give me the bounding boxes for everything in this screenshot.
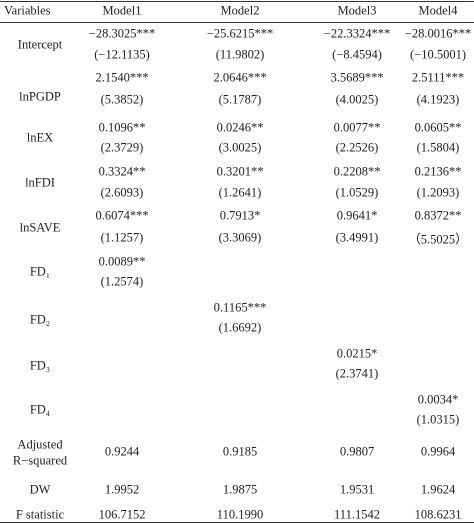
row-label: DW — [29, 482, 51, 497]
row-label: FD₄ — [29, 402, 51, 417]
coefficient: 0.0246** — [216, 120, 264, 135]
statistic: (3.4991) — [335, 230, 379, 245]
statistic: (−12.1135) — [94, 47, 150, 62]
header-cell: Model3 — [337, 3, 377, 18]
coefficient: 0.7913* — [219, 208, 261, 223]
coefficient: 0.0077** — [333, 120, 381, 135]
header-cell: Variables — [4, 3, 51, 18]
coefficient: 0.9244 — [104, 444, 140, 459]
header-cell: Model2 — [220, 3, 260, 18]
row-label: FD₁ — [29, 264, 51, 279]
coefficient: −22.3324*** — [323, 26, 391, 41]
statistic: (2.3729) — [100, 140, 144, 155]
statistic: (2.3741) — [335, 366, 379, 381]
statistic: (1.6692) — [218, 320, 262, 335]
coefficient: 0.0215* — [336, 346, 378, 361]
coefficient: 1.9875 — [222, 482, 258, 497]
top-rule — [0, 1, 474, 2]
row-label: F statistic — [15, 507, 65, 522]
coefficient: −28.3025*** — [88, 26, 156, 41]
statistic: (2.6093) — [100, 185, 144, 200]
statistic: (4.1923) — [416, 92, 460, 107]
statistic: (1.2093) — [416, 185, 460, 200]
statistic: (11.9802) — [215, 47, 265, 62]
coefficient: 0.6074*** — [95, 208, 149, 223]
coefficient: 110.1990 — [216, 507, 264, 522]
statistic: (4.0025) — [335, 92, 379, 107]
statistic: (1.1257) — [100, 230, 144, 245]
coefficient: 2.5111*** — [411, 70, 465, 85]
statistic: (3.0025) — [218, 140, 262, 155]
coefficient: 0.9185 — [222, 444, 258, 459]
coefficient: 108.6231 — [414, 507, 462, 522]
row-label: R−squared — [12, 453, 68, 468]
coefficient: 0.0034* — [417, 392, 459, 407]
statistic: (1.2641) — [218, 185, 262, 200]
coefficient: 0.9964 — [420, 444, 456, 459]
coefficient: 1.9624 — [420, 482, 456, 497]
coefficient: 0.0605** — [414, 120, 462, 135]
coefficient: 1.9531 — [339, 482, 375, 497]
coefficient: 111.1542 — [334, 507, 380, 522]
coefficient: 0.9807 — [339, 444, 375, 459]
row-label: FD₂ — [29, 312, 51, 327]
coefficient: 2.0646*** — [213, 70, 267, 85]
statistic: (5.1787) — [218, 92, 262, 107]
statistic: (1.2574) — [100, 274, 144, 289]
coefficient: 106.7152 — [98, 507, 146, 522]
row-label: Adjusted — [17, 437, 63, 452]
row-label: lnPGDP — [19, 89, 61, 104]
statistic: (−10.5001) — [410, 47, 466, 62]
coefficient: 0.2136** — [414, 164, 462, 179]
header-cell: Model4 — [418, 3, 458, 18]
statistic: （5.5025） — [408, 232, 468, 247]
statistic: (5.3852) — [100, 92, 144, 107]
statistic: (1.0315) — [416, 412, 460, 427]
statistic: (2.2526) — [335, 140, 379, 155]
coefficient: 1.9952 — [104, 482, 140, 497]
coefficient: 0.0089** — [98, 254, 146, 269]
row-label: lnSAVE — [19, 220, 61, 235]
row-label: lnFDI — [25, 175, 55, 190]
coefficient: 0.9641* — [336, 208, 378, 223]
coefficient: 3.5689*** — [330, 70, 384, 85]
coefficient: 0.1165*** — [213, 300, 267, 315]
coefficient: −25.6215*** — [206, 26, 274, 41]
coefficient: 0.3324** — [98, 164, 146, 179]
header-cell: Model1 — [102, 3, 142, 18]
coefficient: 0.1096** — [98, 120, 146, 135]
row-label: Intercept — [17, 37, 63, 52]
header-rule — [0, 22, 474, 23]
coefficient: 2.1540*** — [95, 70, 149, 85]
coefficient: 0.8372** — [414, 208, 462, 223]
coefficient: 0.2208** — [333, 164, 381, 179]
statistic: (3.3069) — [218, 230, 262, 245]
statistic: (1.5804) — [416, 140, 460, 155]
row-label: lnEX — [26, 130, 54, 145]
coefficient: −28.0016*** — [404, 26, 472, 41]
row-label: FD₃ — [29, 358, 51, 373]
statistic: (1.0529) — [335, 185, 379, 200]
coefficient: 0.3201** — [216, 164, 264, 179]
statistic: (−8.4594) — [332, 47, 382, 62]
